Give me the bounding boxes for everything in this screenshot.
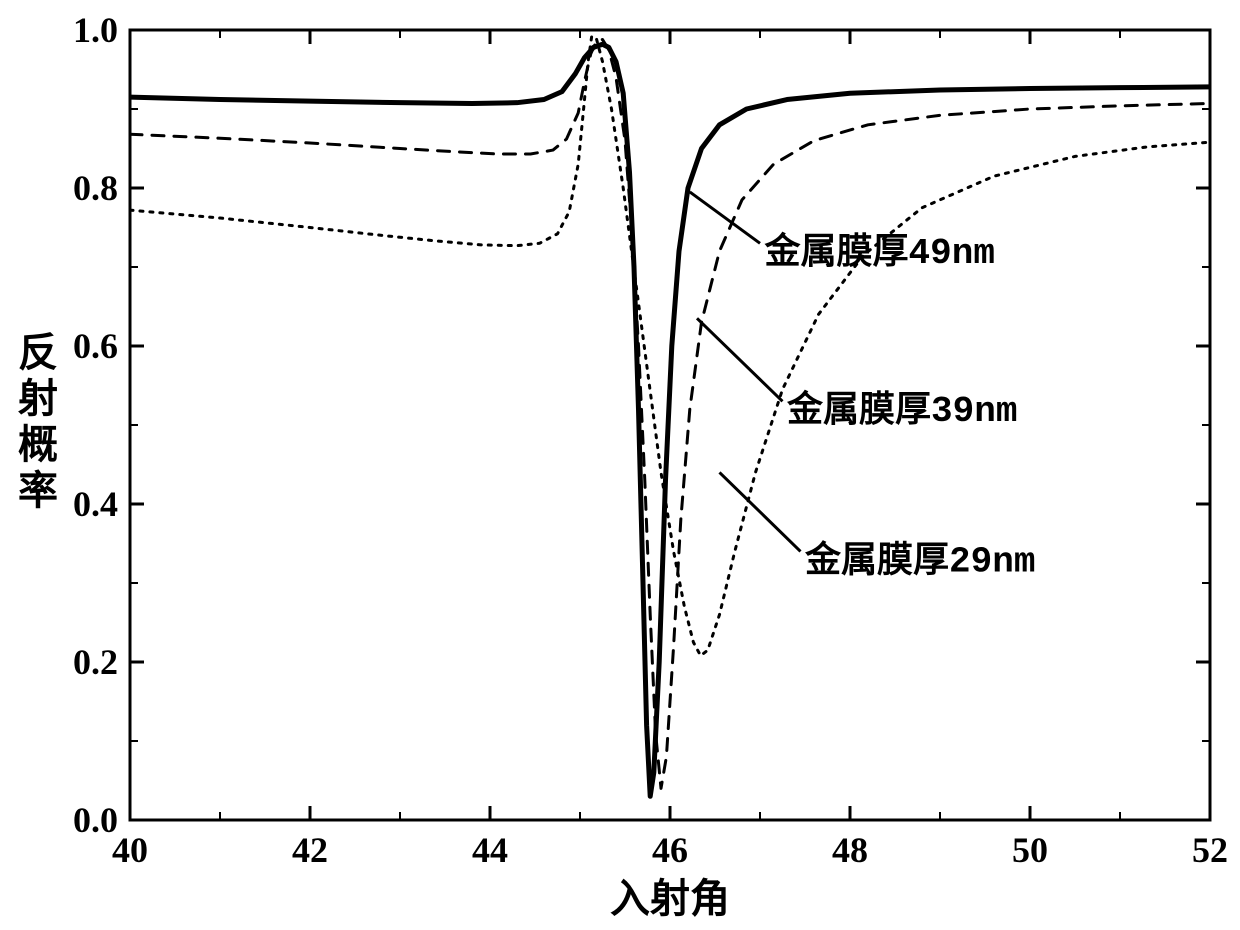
y-tick-label: 0.2 xyxy=(73,642,118,682)
y-tick-label: 1.0 xyxy=(73,10,118,50)
line-chart: 404244464850520.00.20.40.60.81.0反射概率入射角金… xyxy=(0,0,1240,930)
x-tick-label: 44 xyxy=(472,830,508,870)
y-axis-title-char: 概 xyxy=(18,422,58,467)
y-axis-title-char: 反 xyxy=(18,330,58,375)
annotation-value: 39nm xyxy=(931,391,1017,432)
x-tick-label: 46 xyxy=(652,830,688,870)
y-axis-title-char: 率 xyxy=(18,468,58,513)
annotation-a49: 金属膜厚49nm xyxy=(764,230,995,274)
chart-bg xyxy=(0,0,1240,930)
annotation-a29: 金属膜厚29nm xyxy=(804,538,1035,582)
x-axis-title: 入射角 xyxy=(610,876,730,921)
y-tick-label: 0.0 xyxy=(73,800,118,840)
annotation-value: 49nm xyxy=(909,233,995,274)
y-tick-label: 0.6 xyxy=(73,326,118,366)
chart-container: 404244464850520.00.20.40.60.81.0反射概率入射角金… xyxy=(0,0,1240,930)
y-tick-label: 0.8 xyxy=(73,168,118,208)
y-tick-label: 0.4 xyxy=(73,484,118,524)
annotation-a39: 金属膜厚39nm xyxy=(786,388,1017,432)
annotation-label: 金属膜厚 xyxy=(764,230,909,271)
annotation-value: 29nm xyxy=(949,541,1035,582)
annotation-label: 金属膜厚 xyxy=(786,388,931,429)
y-axis-title-char: 射 xyxy=(18,376,58,421)
x-tick-label: 50 xyxy=(1012,830,1048,870)
x-tick-label: 42 xyxy=(292,830,328,870)
x-tick-label: 52 xyxy=(1192,830,1228,870)
annotation-label: 金属膜厚 xyxy=(804,538,949,579)
x-tick-label: 48 xyxy=(832,830,868,870)
